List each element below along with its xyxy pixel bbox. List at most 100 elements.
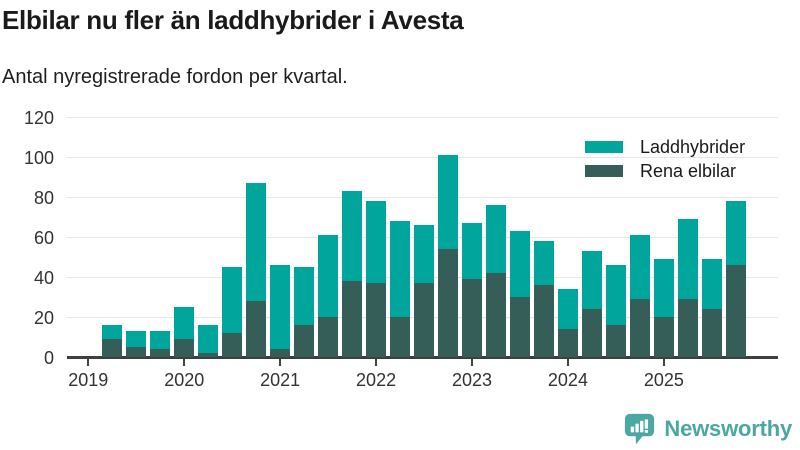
legend-swatch-rena-elbilar	[585, 165, 623, 177]
legend-label-rena-elbilar: Rena elbilar	[640, 160, 737, 181]
bar-2023-Q4	[533, 241, 554, 357]
bar-2022-Q4	[438, 155, 458, 357]
bar-segment-laddhybrider	[390, 221, 411, 317]
bar-segment-rena-elbilar	[509, 297, 530, 357]
bar-segment-laddhybrider	[605, 265, 626, 325]
bar-segment-laddhybrider	[653, 259, 674, 317]
bar-segment-laddhybrider	[198, 325, 219, 353]
bar-segment-laddhybrider	[342, 191, 363, 281]
newsworthy-logo[interactable]: Newsworthy	[622, 411, 792, 446]
bar-segment-laddhybrider	[629, 235, 650, 299]
x-tick-label-2024: 2024	[547, 369, 588, 390]
bar-2023-Q2	[485, 205, 506, 357]
bar-segment-rena-elbilar	[533, 285, 554, 357]
bar-segment-laddhybrider	[174, 307, 195, 339]
x-tick-mark-2020	[183, 359, 186, 366]
bar-segment-rena-elbilar	[318, 317, 339, 357]
legend-label-laddhybrider: Laddhybrider	[640, 136, 746, 157]
y-tick-label-120: 120	[23, 107, 54, 128]
y-tick-label-0: 0	[43, 347, 54, 368]
x-tick-label-2025: 2025	[643, 369, 684, 390]
bar-segment-laddhybrider	[318, 235, 339, 317]
bar-2021-Q2	[294, 267, 315, 357]
bar-segment-laddhybrider	[246, 183, 267, 301]
bar-segment-laddhybrider	[150, 331, 171, 349]
bar-segment-rena-elbilar	[390, 317, 411, 357]
bar-2022-Q3	[414, 225, 435, 357]
bar-segment-rena-elbilar	[174, 339, 195, 357]
bar-segment-rena-elbilar	[629, 299, 650, 357]
bar-segment-laddhybrider	[533, 241, 554, 285]
x-tick-mark-2025	[662, 359, 665, 366]
bar-2024-Q2	[581, 251, 602, 357]
chart-subtitle: Antal nyregistrerade fordon per kvartal.	[2, 66, 348, 88]
chart-title: Elbilar nu fler än laddhybrider i Avesta	[2, 5, 464, 35]
x-tick-mark-2021	[279, 359, 282, 366]
bar-segment-laddhybrider	[222, 267, 243, 333]
bar-2019-Q4	[150, 331, 171, 357]
bar-2024-Q1	[557, 289, 578, 357]
bar-segment-laddhybrider	[126, 331, 147, 347]
bar-segment-rena-elbilar	[581, 309, 602, 357]
bar-segment-rena-elbilar	[485, 273, 506, 357]
bar-2021-Q3	[318, 235, 339, 357]
bar-segment-rena-elbilar	[677, 299, 698, 357]
bar-2020-Q3	[222, 267, 243, 357]
bar-segment-rena-elbilar	[701, 309, 722, 357]
bar-segment-laddhybrider	[725, 201, 746, 265]
bar-segment-laddhybrider	[581, 251, 602, 309]
x-tick-label-2021: 2021	[260, 369, 301, 390]
bar-segment-rena-elbilar	[414, 283, 435, 357]
bar-segment-rena-elbilar	[342, 281, 363, 357]
bar-2025-Q1	[653, 259, 674, 357]
y-tick-label-40: 40	[33, 267, 54, 288]
bar-2024-Q3	[605, 265, 626, 357]
bar-segment-laddhybrider	[270, 265, 291, 349]
bar-2020-Q2	[198, 325, 219, 357]
bar-segment-rena-elbilar	[246, 301, 267, 357]
bar-2020-Q4	[246, 183, 267, 357]
bar-segment-rena-elbilar	[198, 353, 219, 357]
bar-segment-rena-elbilar	[126, 347, 147, 357]
bar-segment-laddhybrider	[102, 325, 123, 339]
bar-2025-Q4	[725, 201, 746, 357]
x-axis-line	[67, 356, 778, 359]
bar-segment-rena-elbilar	[557, 329, 578, 357]
bar-segment-laddhybrider	[366, 201, 387, 283]
bar-2025-Q2	[677, 219, 698, 357]
bar-segment-rena-elbilar	[653, 317, 674, 357]
bar-2021-Q4	[342, 191, 363, 357]
bar-segment-rena-elbilar	[294, 325, 315, 357]
bar-2019-Q2	[102, 325, 123, 357]
gridline-100	[67, 157, 778, 158]
bar-segment-rena-elbilar	[725, 265, 746, 357]
bar-segment-laddhybrider	[509, 231, 530, 297]
bar-2019-Q3	[126, 331, 147, 357]
x-tick-mark-2019	[87, 359, 90, 366]
bar-segment-laddhybrider	[438, 155, 458, 249]
x-tick-mark-2023	[471, 359, 474, 366]
x-tick-label-2022: 2022	[356, 369, 397, 390]
bar-segment-rena-elbilar	[366, 283, 387, 357]
bar-2022-Q2	[390, 221, 411, 357]
gridline-80	[67, 197, 778, 198]
legend-swatch-laddhybrider	[585, 141, 623, 153]
bar-segment-rena-elbilar	[605, 325, 626, 357]
gridline-120	[67, 117, 778, 118]
legend-item-rena-elbilar: Rena elbilar	[585, 161, 745, 181]
bar-2025-Q3	[701, 259, 722, 357]
bar-segment-laddhybrider	[557, 289, 578, 329]
bar-segment-laddhybrider	[461, 223, 482, 279]
bar-segment-rena-elbilar	[438, 249, 458, 357]
bar-segment-rena-elbilar	[270, 349, 291, 357]
bar-segment-rena-elbilar	[461, 279, 482, 357]
bar-segment-laddhybrider	[485, 205, 506, 273]
newsworthy-wordmark: Newsworthy	[664, 415, 792, 441]
bar-2023-Q1	[461, 223, 482, 357]
x-tick-mark-2024	[566, 359, 569, 366]
bar-segment-rena-elbilar	[102, 339, 123, 357]
legend-item-laddhybrider: Laddhybrider	[585, 137, 745, 157]
bar-segment-laddhybrider	[294, 267, 315, 325]
